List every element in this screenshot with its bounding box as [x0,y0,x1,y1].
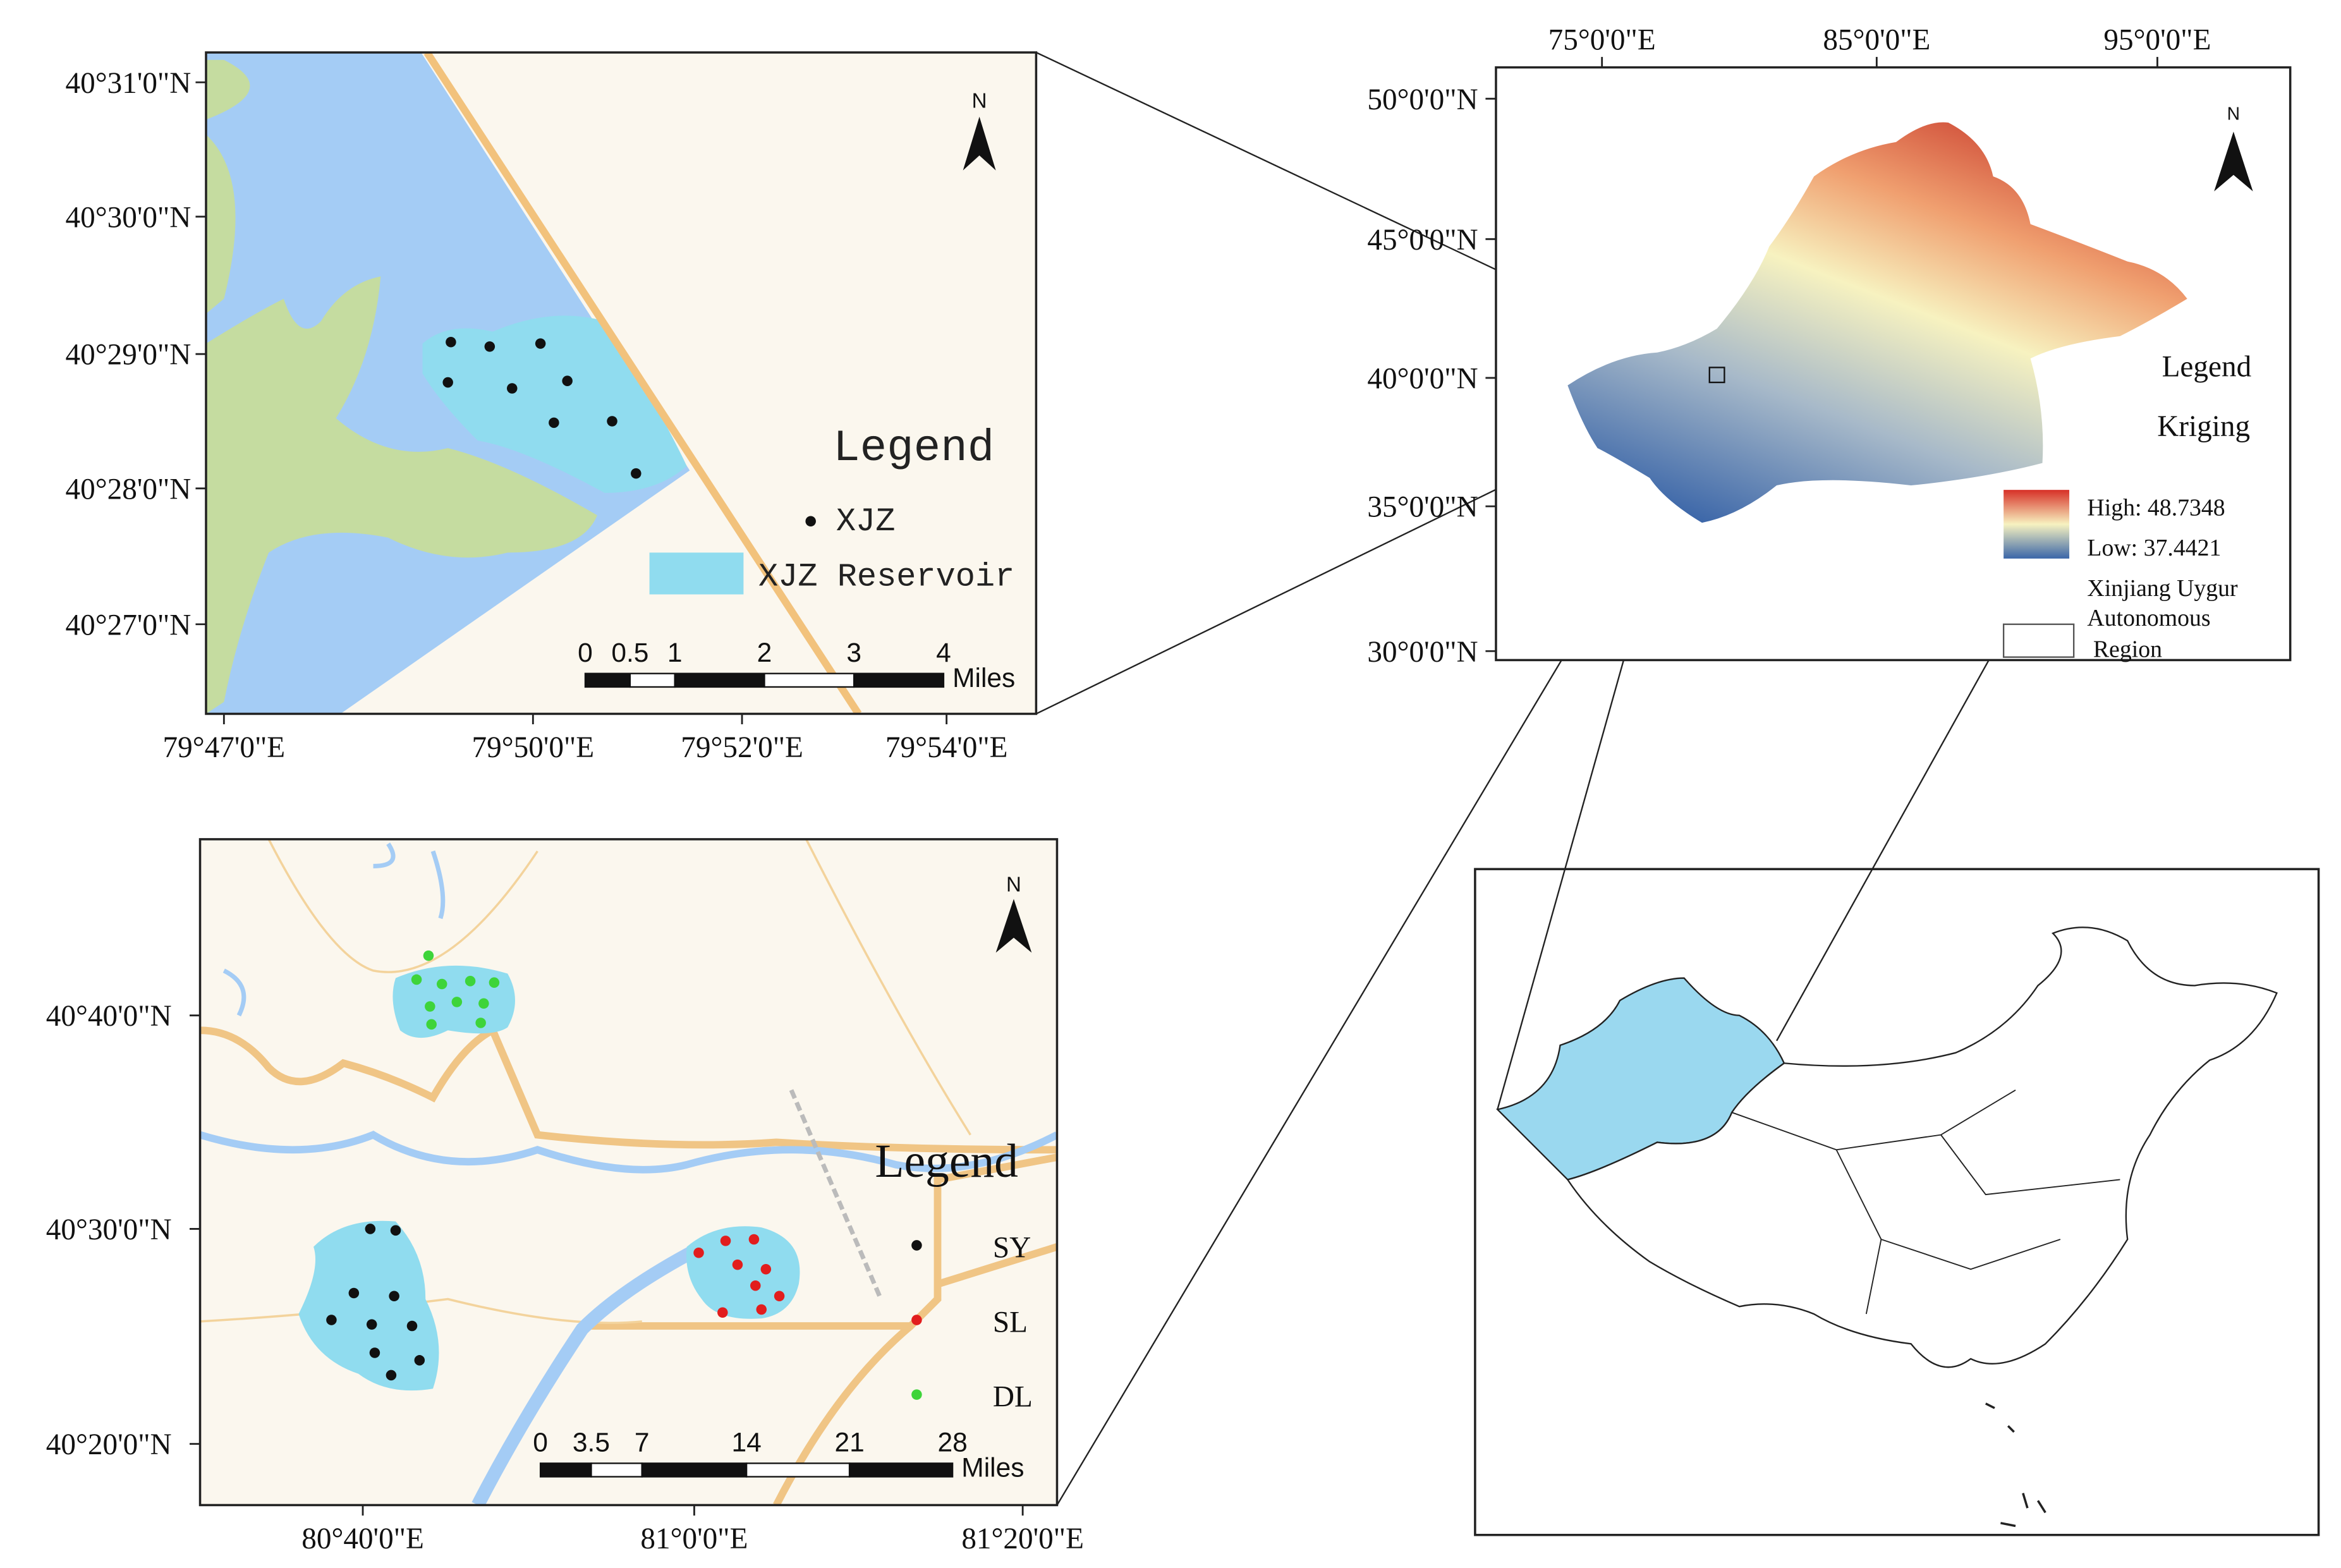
scale-segment [629,672,676,688]
lon-label: 80°40'0"E [301,1522,424,1555]
lon-label: 79°50'0"E [472,731,595,764]
scale-label: 4 [936,638,951,668]
legend-title: Legend [875,1135,1018,1188]
legend-subtitle: Kriging [2157,410,2250,443]
axes: 40°40'0"N 40°30'0"N 40°20'0"N 80°40'0"E 81°0… [46,1000,1084,1555]
scale-segment [745,1462,851,1478]
scale-segment [590,1462,643,1478]
scale-label: 3 [846,638,861,668]
lon-label: 81°20'0"E [961,1522,1084,1555]
legend-title: Legend [2162,351,2252,384]
lon-label: 95°0'0"E [2103,23,2211,56]
lat-label: 40°40'0"N [46,1000,172,1033]
lon-label: 79°47'0"E [163,731,286,764]
lat-label: 30°0'0"N [1367,636,1478,669]
lat-label: 40°30'0"N [65,201,191,234]
legend-item: XJZ Reservoir [758,558,1014,595]
scale-label: 28 [937,1428,967,1457]
legend-item: SL [993,1306,1028,1339]
scale-label: 0 [578,638,593,668]
top-right-map: N Legend Kriging High: 48.7348 Low: 37.4… [1367,23,2292,669]
scale-segment [763,672,855,688]
lon-label: 81°0'0"E [640,1522,748,1555]
scale-unit: Miles [952,664,1015,693]
lat-label: 35°0'0"N [1367,491,1478,524]
axes: 50°0'0"N 45°0'0"N 40°0'0"N 35°0'0"N 30°0'0"N… [1367,23,2211,669]
scale-segment [584,672,631,688]
legend-region: Autonomous [2087,605,2210,631]
lat-label: 50°0'0"N [1367,83,1478,116]
legend-item: DL [993,1381,1033,1414]
lat-label: 40°27'0"N [65,609,191,641]
legend-item: SY [993,1231,1031,1264]
scale-label: 7 [635,1428,650,1457]
axes: 40°31'0"N 40°30'0"N 40°29'0"N 40°28'0"N 40°2… [65,67,1007,764]
lat-label: 40°31'0"N [65,67,191,100]
scale-segment [641,1462,748,1478]
lat-label: 40°0'0"N [1367,363,1478,396]
scale-label: 0.5 [611,638,648,668]
scale-label: 2 [757,638,772,668]
scale-segment [539,1462,592,1478]
scale-label: 3.5 [573,1428,610,1457]
scale-segment [674,672,765,688]
lon-label: 79°54'0"E [885,731,1008,764]
lon-label: 79°52'0"E [681,731,803,764]
legend-low: Low: 37.4421 [2087,535,2221,561]
lat-label: 40°29'0"N [65,339,191,372]
legend-title: Legend [833,423,994,474]
scale-segment [848,1462,954,1478]
lat-label: 40°20'0"N [46,1428,172,1461]
north-label: N [972,89,987,112]
lon-label: 75°0'0"E [1548,23,1656,56]
north-label: N [2227,104,2240,124]
scale-label: 0 [533,1428,548,1457]
bottom-right-map [1474,868,2320,1536]
scale-label: 1 [667,638,683,668]
legend-region: Region [2093,636,2162,663]
north-label: N [1006,873,1021,897]
scale-label: 14 [731,1428,761,1457]
scale-unit: Miles [961,1454,1024,1483]
lon-label: 85°0'0"E [1823,23,1930,56]
legend-high: High: 48.7348 [2087,494,2225,521]
legend-item: XJZ [836,503,896,540]
lat-label: 40°28'0"N [65,473,191,506]
lat-label: 40°30'0"N [46,1213,172,1246]
scale-label: 21 [834,1428,864,1457]
legend-region: Xinjiang Uygur [2087,575,2238,602]
lat-label: 45°0'0"N [1367,224,1478,257]
scale-segment [853,672,945,688]
top-left-map: N Legend XJZ XJZ Reservoir 0 0.5 1 2 3 4Miles… [65,51,1038,764]
